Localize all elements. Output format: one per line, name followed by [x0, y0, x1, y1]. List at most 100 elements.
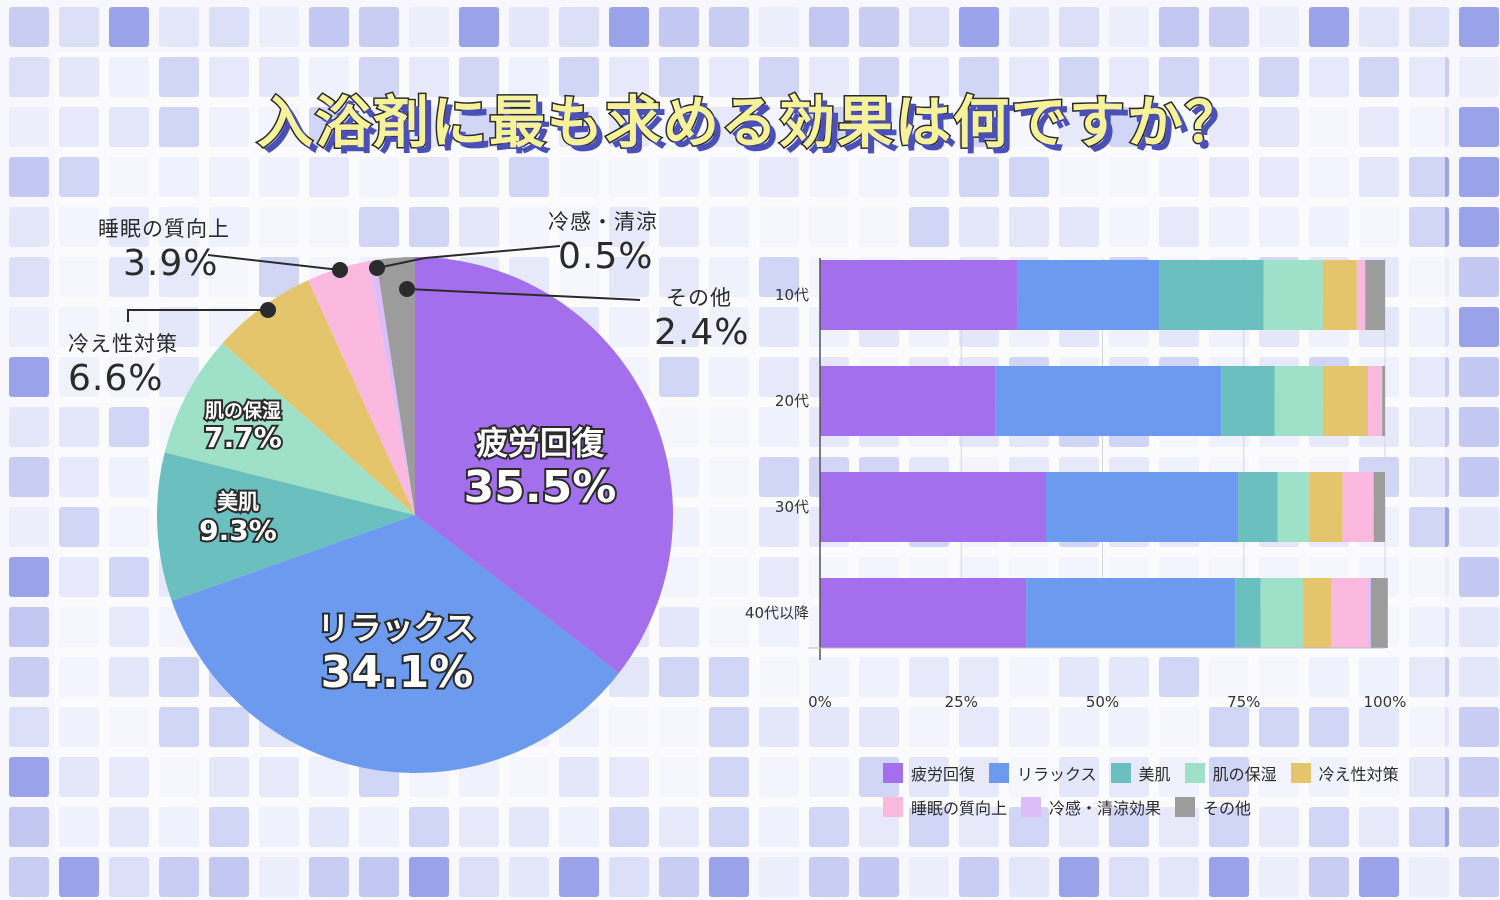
background-tile — [909, 7, 949, 47]
background-tile — [1409, 857, 1449, 897]
leader-line-cooling — [376, 245, 561, 269]
legend-item-moisture: 肌の保湿 — [1184, 761, 1277, 785]
background-tile — [9, 557, 49, 597]
pie-slice-cooling — [368, 259, 415, 515]
bar-segment-relax — [1046, 472, 1239, 542]
pie-label-coldness-name: 冷え性対策 — [68, 332, 178, 356]
background-tile — [1459, 57, 1499, 97]
background-tile — [1459, 207, 1499, 247]
bar-segment-beauty — [1159, 260, 1264, 330]
background-tile — [9, 407, 49, 447]
background-tile — [9, 507, 49, 547]
background-tile — [1459, 7, 1499, 47]
background-tile — [1459, 857, 1499, 897]
background-tile — [9, 457, 49, 497]
background-tile — [1459, 357, 1499, 397]
legend-label-moisture: 肌の保湿 — [1212, 765, 1277, 784]
legend-label-coldness: 冷え性対策 — [1318, 765, 1399, 784]
legend-swatch-sleep — [883, 797, 903, 817]
background-tile — [1459, 257, 1499, 297]
background-tile — [109, 857, 149, 897]
background-tile — [459, 857, 499, 897]
bar-segment-fatigue — [820, 578, 1027, 648]
x-tick-label: 50% — [1086, 693, 1119, 711]
pie-label-moisture: 肌の保湿 7.7% — [183, 396, 303, 455]
pie-label-sleep-value: 3.9% — [123, 243, 219, 284]
pie-slice-other — [376, 257, 415, 515]
background-tile — [759, 857, 799, 897]
bar-segment-other — [1365, 260, 1385, 330]
x-tick-label: 100% — [1364, 693, 1407, 711]
background-tile — [9, 807, 49, 847]
background-tile — [459, 7, 499, 47]
pie-label-relax-name: リラックス — [315, 607, 478, 649]
pie-label-fatigue: 疲労回復 35.5% — [440, 418, 640, 514]
legend-swatch-relax — [989, 763, 1010, 783]
background-tile — [559, 7, 599, 47]
leader-line-coldness — [127, 309, 268, 322]
pie-label-fatigue-name: 疲労回復 — [474, 422, 606, 464]
leader-line-sleep — [207, 254, 341, 271]
legend-row: 睡眠の質向上 冷感・清涼効果 その他 — [883, 790, 1443, 824]
background-tile — [1359, 857, 1399, 897]
legend-item-beauty: 美肌 — [1110, 761, 1171, 785]
bar-segment-coldness — [1303, 578, 1332, 648]
background-tile — [1009, 857, 1049, 897]
background-tile — [1459, 157, 1499, 197]
background-tile — [1459, 657, 1499, 697]
pie-slice-relax — [171, 515, 619, 773]
background-tile — [1459, 707, 1499, 747]
pie-label-beauty-name: 美肌 — [215, 488, 261, 516]
background-tile — [1459, 507, 1499, 547]
background-tile — [1009, 7, 1049, 47]
pie-label-other: その他 2.4% — [654, 282, 749, 353]
background-tile — [1159, 857, 1199, 897]
legend-label-cooling: 冷感・清涼効果 — [1049, 799, 1162, 818]
bar-segment-moisture — [1263, 260, 1323, 330]
bar-segment-fatigue — [820, 366, 996, 436]
bar-segment-moisture — [1274, 366, 1323, 436]
legend-label-relax: リラックス — [1017, 765, 1097, 784]
bar-segment-cooling — [1368, 578, 1371, 648]
legend-swatch-beauty — [1110, 763, 1131, 783]
background-tile — [9, 757, 49, 797]
legend-item-fatigue: 疲労回復 — [883, 761, 975, 785]
background-tile — [9, 57, 49, 97]
bar-segment-moisture — [1260, 578, 1304, 648]
background-tile — [1059, 857, 1099, 897]
background-tile — [859, 7, 899, 47]
background-tile — [59, 857, 99, 897]
background-tile — [309, 7, 349, 47]
bar-segment-sleep — [1331, 578, 1369, 648]
background-tile — [309, 857, 349, 897]
background-tile — [259, 7, 299, 47]
background-tile — [709, 7, 749, 47]
background-tile — [359, 7, 399, 47]
pie-label-coldness: 冷え性対策 6.6% — [68, 328, 178, 399]
x-tick-label: 0% — [808, 693, 832, 711]
pie-slice-beauty — [157, 452, 415, 601]
pie-label-cooling-name: 冷感・清涼 — [548, 210, 658, 234]
legend-swatch-coldness — [1290, 763, 1311, 783]
background-tile — [159, 7, 199, 47]
background-tile — [709, 857, 749, 897]
background-tile — [109, 7, 149, 47]
background-tile — [959, 857, 999, 897]
bar-segment-fatigue — [820, 260, 1018, 330]
background-tile — [1459, 457, 1499, 497]
background-tile — [659, 7, 699, 47]
background-tile — [1109, 7, 1149, 47]
chart-title: 入浴剤に最も求める効果は何ですか？ — [256, 90, 1243, 158]
legend-item-coldness: 冷え性対策 — [1290, 761, 1399, 785]
background-tile — [9, 657, 49, 697]
x-tick-label: 75% — [1227, 693, 1260, 711]
legend-item-cooling: 冷感・清涼効果 — [1021, 795, 1161, 819]
bar-segment-beauty — [1235, 578, 1261, 648]
legend-swatch-fatigue — [883, 763, 903, 783]
pie-label-sleep: 睡眠の質向上 3.9% — [98, 213, 230, 284]
legend-item-sleep: 睡眠の質向上 — [883, 795, 1007, 819]
pie-label-cooling-value: 0.5% — [558, 236, 654, 277]
bar-segment-beauty — [1221, 366, 1275, 436]
